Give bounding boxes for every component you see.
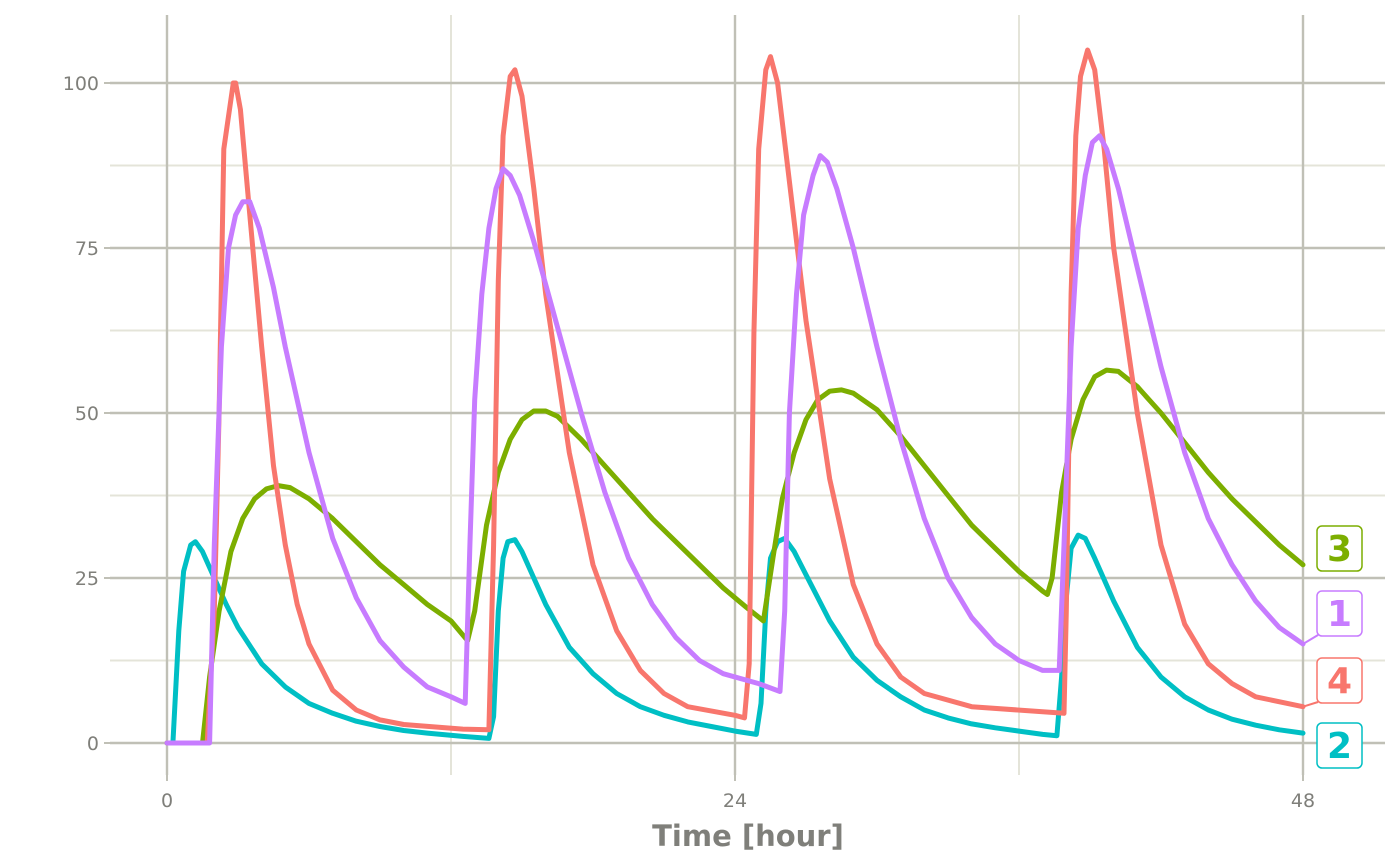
y-tick-label: 0 (87, 733, 99, 755)
series-end-label-4: 4 (1316, 657, 1363, 704)
label-text: 3 (1327, 529, 1352, 570)
series-line-4 (164, 47, 1306, 746)
y-tick-label: 50 (75, 403, 99, 425)
label-text: 1 (1327, 594, 1352, 635)
label-connector-4 (1302, 701, 1319, 708)
y-tick-label: 100 (63, 73, 99, 95)
series-line-3 (164, 367, 1306, 746)
label-box (1316, 590, 1363, 637)
y-tick-label: 75 (75, 238, 99, 260)
y-axis-ticks: 0 25 50 75 100 (63, 73, 110, 755)
series-line-2 (164, 532, 1306, 746)
series-end-label-3: 3 (1316, 525, 1363, 572)
label-box (1316, 722, 1363, 769)
series-end-labels: 3 1 4 2 (1302, 525, 1363, 769)
series-lines (164, 47, 1306, 746)
x-tick-label: 48 (1291, 790, 1315, 812)
x-tick-label: 24 (723, 790, 747, 812)
y-tick-label: 25 (75, 568, 99, 590)
x-axis-label: Time [hour] (652, 819, 844, 853)
series-end-label-1: 1 (1316, 590, 1363, 637)
label-text: 4 (1327, 661, 1352, 702)
label-box (1316, 657, 1363, 704)
grid (110, 15, 1385, 775)
x-axis-ticks: 0 24 48 (161, 775, 1315, 812)
x-tick-label: 0 (161, 790, 173, 812)
series-line-1 (164, 133, 1306, 746)
series-end-label-2: 2 (1316, 722, 1363, 769)
label-text: 2 (1327, 726, 1352, 767)
label-connector-1 (1302, 634, 1319, 645)
label-box (1316, 525, 1363, 572)
